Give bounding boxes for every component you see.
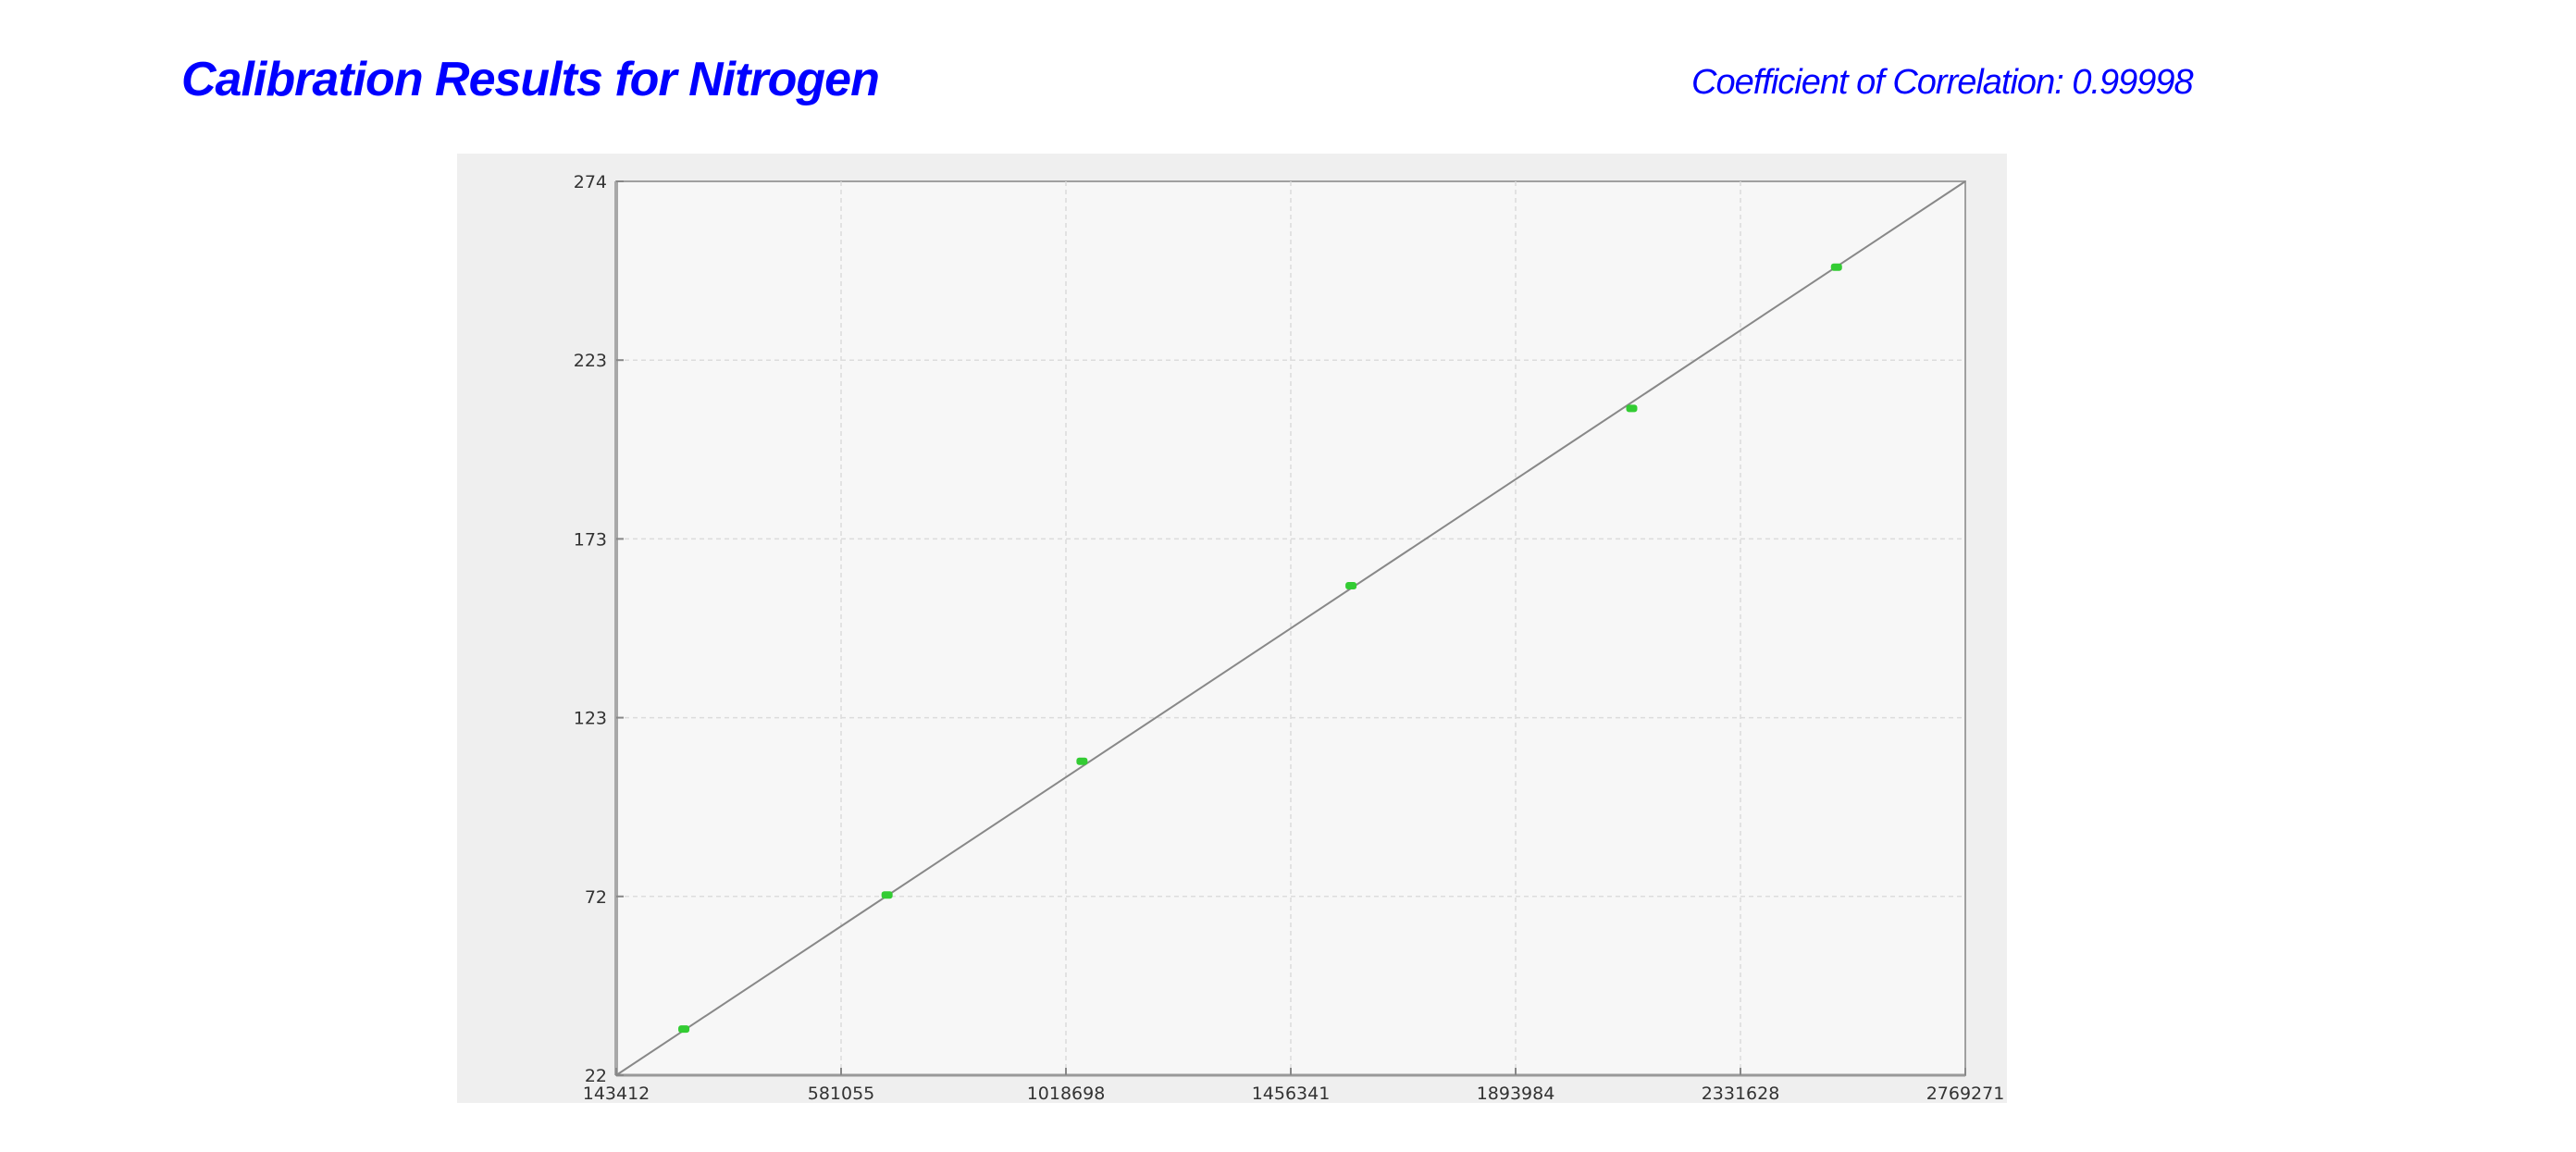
y-tick-label: 173 (574, 529, 607, 550)
x-tick-label: 2769271 (1926, 1084, 2005, 1104)
x-tick-label: 1018698 (1027, 1084, 1106, 1104)
page-title: Calibration Results for Nitrogen (181, 53, 880, 106)
y-tick-label: 223 (574, 351, 607, 371)
data-point (678, 1025, 690, 1034)
x-tick-label: 143412 (583, 1084, 650, 1104)
data-point (1345, 582, 1357, 589)
y-tick-label: 22 (585, 1066, 607, 1086)
data-point (881, 891, 893, 899)
x-tick-label: 1893984 (1477, 1084, 1555, 1104)
data-point (1626, 404, 1638, 413)
x-tick-label: 581055 (808, 1084, 875, 1104)
x-tick-label: 2331628 (1702, 1084, 1780, 1104)
y-tick-label: 123 (574, 709, 607, 729)
y-tick-label: 72 (585, 887, 607, 908)
y-tick-label: 274 (574, 172, 607, 192)
data-point (1076, 757, 1088, 765)
fit-line (615, 180, 1966, 1076)
correlation-coefficient: Coefficient of Correlation: 0.99998 (1691, 63, 2194, 102)
x-tick-label: 1456341 (1252, 1084, 1331, 1104)
data-point (1830, 263, 1842, 271)
